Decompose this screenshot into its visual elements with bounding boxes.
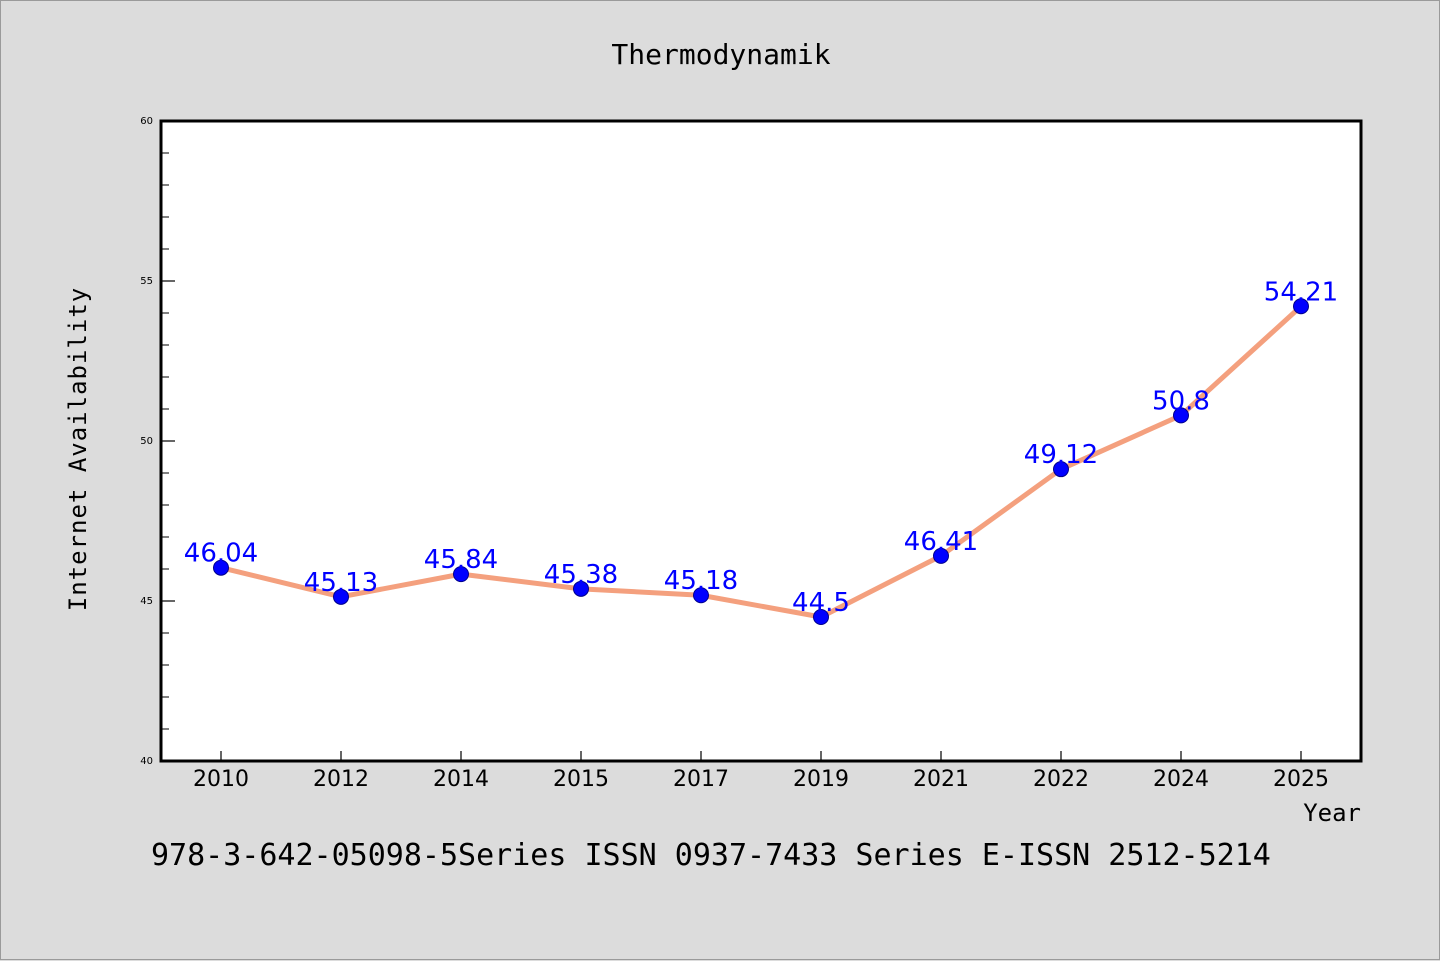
data-label: 54.21 (1264, 277, 1338, 307)
y-tick-label: 60 (140, 116, 153, 127)
x-tick-label: 2014 (433, 767, 489, 792)
x-tick-label: 2025 (1273, 767, 1329, 792)
plot-area (161, 121, 1361, 761)
plot-frame (159, 119, 1363, 763)
y-tick-label: 55 (140, 276, 153, 287)
series-line (218, 303, 1304, 620)
y-tick-label: 50 (140, 436, 153, 447)
x-tick-label: 2012 (313, 767, 369, 792)
x-axis-label: Year (1303, 799, 1361, 827)
data-point (933, 547, 949, 564)
data-label: 44.5 (792, 588, 850, 618)
data-label: 45.13 (304, 568, 378, 598)
data-point (333, 588, 349, 605)
data-label: 49.12 (1024, 440, 1098, 470)
data-point (813, 609, 829, 625)
data-point (693, 587, 709, 604)
data-point (213, 559, 229, 576)
y-axis-label: Internet Availability (64, 287, 92, 611)
footer-citation: 978-3-642-05098-5Series ISSN 0937-7433 S… (151, 838, 1271, 873)
data-label: 45.38 (544, 560, 618, 590)
data-point (453, 566, 469, 583)
data-label: 46.04 (184, 539, 258, 569)
x-tick-label: 2017 (673, 767, 729, 792)
data-label: 46.41 (904, 527, 978, 557)
data-point (1293, 298, 1309, 315)
x-tick-label: 2024 (1153, 767, 1209, 792)
data-point (573, 580, 589, 597)
x-tick-label: 2021 (913, 767, 969, 792)
x-tick-label: 2019 (793, 767, 849, 792)
y-tick-label: 40 (140, 756, 153, 767)
x-tick-label: 2010 (193, 767, 249, 792)
chart-title: Thermodynamik (611, 38, 830, 71)
data-label: 45.18 (664, 566, 738, 596)
x-tick-label: 2022 (1033, 767, 1089, 792)
y-tick-label: 45 (140, 596, 153, 607)
data-label: 50.8 (1152, 386, 1210, 416)
x-tick-label: 2015 (553, 767, 609, 792)
data-point (1053, 461, 1069, 478)
data-label: 45.84 (424, 545, 498, 575)
data-point (1173, 407, 1189, 424)
